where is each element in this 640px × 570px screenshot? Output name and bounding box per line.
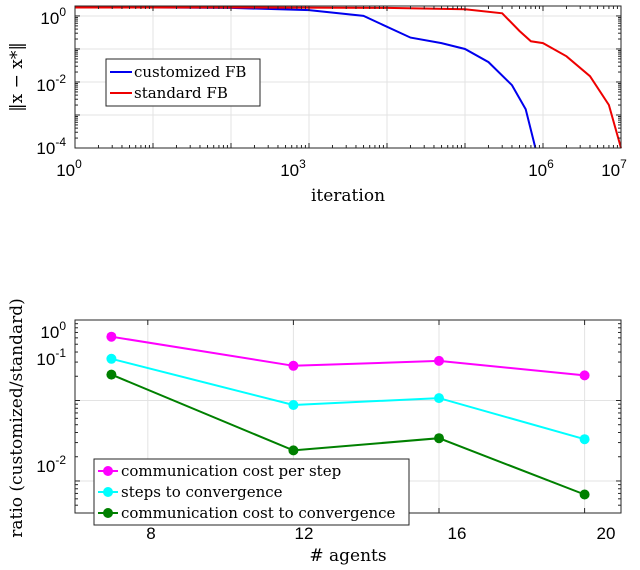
x-tick-label: 103 <box>280 157 306 180</box>
data-point <box>434 433 444 444</box>
legend-label: customized FB <box>134 63 246 81</box>
x-tick-label: 107 <box>601 157 627 180</box>
y-tick-label: 10-2 <box>36 453 66 476</box>
x-tick-label: 20 <box>597 524 616 543</box>
data-point <box>579 370 590 381</box>
data-point <box>288 360 299 371</box>
series-line <box>111 357 585 441</box>
data-point <box>288 400 299 410</box>
legend-box <box>93 458 410 526</box>
series-lines <box>106 331 590 500</box>
data-point <box>106 369 117 380</box>
y-tick-label: 100 <box>40 319 66 342</box>
series-line <box>111 373 585 496</box>
ratio-chart: 100 10-1 10-2 8 12 16 20 # agents ratio … <box>7 298 622 566</box>
x-axis-label: iteration <box>311 186 385 206</box>
data-point <box>106 331 117 342</box>
series-lines <box>75 6 622 149</box>
data-point <box>434 393 444 404</box>
data-point <box>106 353 117 364</box>
legend-label: communication cost to convergence <box>121 504 396 522</box>
legend-marker-comm-per-step <box>103 466 113 476</box>
x-axis-label: # agents <box>309 546 386 566</box>
legend-marker-steps <box>103 487 113 497</box>
data-point <box>288 445 299 456</box>
y-tick-label: 10-4 <box>36 135 66 158</box>
x-tick-label: 8 <box>146 524 155 543</box>
axes-box <box>74 5 622 149</box>
legend-marker-comm-to-conv <box>103 508 113 518</box>
convergence-chart: 100 10-2 10-4 100 103 106 107 iteration … <box>7 5 627 206</box>
x-tick-label: 106 <box>528 157 554 180</box>
data-point <box>434 355 444 366</box>
x-tick-label: 100 <box>56 157 82 180</box>
series-line <box>75 6 622 149</box>
legend-label: communication cost per step <box>121 462 341 480</box>
legend: communication cost per step steps to con… <box>93 458 410 526</box>
legend-label: standard FB <box>134 84 228 102</box>
y-tick-label: 100 <box>40 5 66 28</box>
legend-label: steps to convergence <box>121 483 283 501</box>
series-line <box>111 335 585 377</box>
x-tick-label: 12 <box>295 524 314 543</box>
x-tick-label: 16 <box>448 524 467 543</box>
y-axis-label: ‖x − x*‖ <box>7 42 27 112</box>
data-point <box>579 489 590 500</box>
y-tick-label: 10-2 <box>36 72 66 95</box>
legend-box <box>105 58 261 107</box>
legend: customized FB standard FB <box>105 58 261 107</box>
data-point <box>579 434 590 445</box>
tick-marks <box>74 5 621 149</box>
y-tick-label: 10-1 <box>36 346 66 369</box>
y-axis-label: ratio (customized/standard) <box>7 298 27 538</box>
tick-marks <box>75 320 621 514</box>
